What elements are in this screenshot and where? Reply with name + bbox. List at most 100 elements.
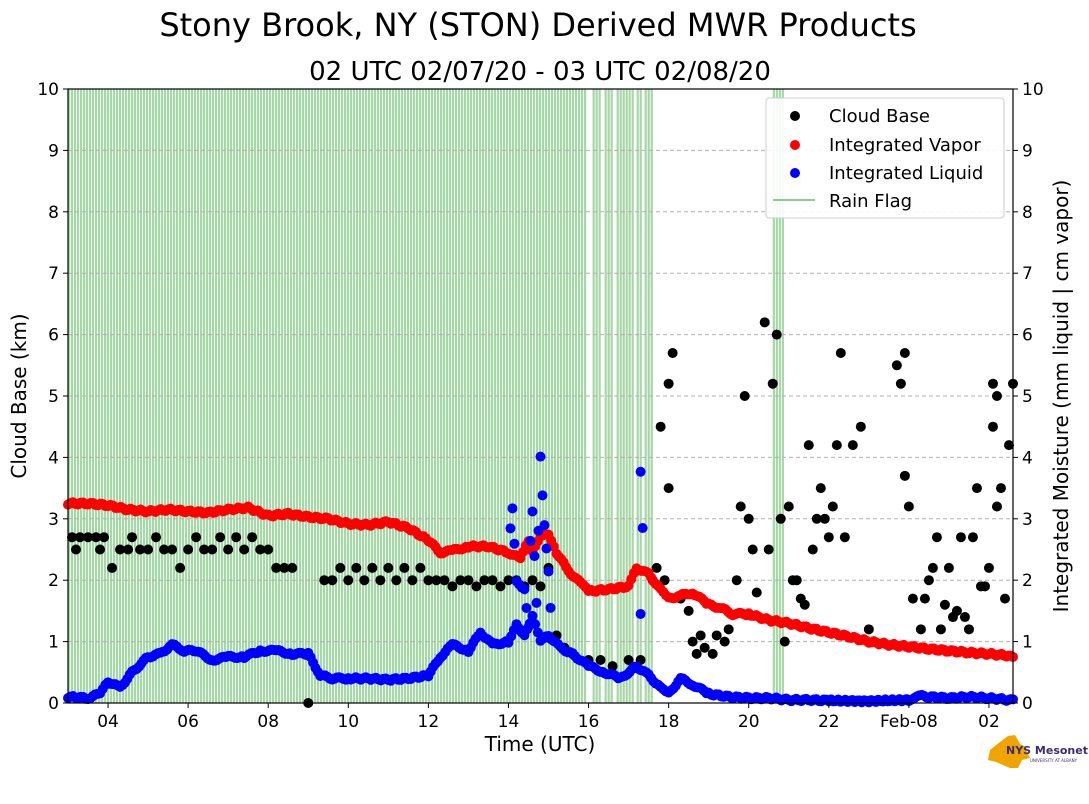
rain-flag-stripe [639,89,642,703]
x-tick-label: Feb-08 [880,712,938,732]
rain-flag-stripe [533,89,536,703]
logo: NYS Mesonet UNIVERSITY AT ALBANY [988,735,1088,768]
cloud-base-point [739,391,750,401]
cloud-base-point [463,575,474,586]
rain-flag-stripe [359,89,362,703]
liquid-point [521,602,532,613]
x-tick-label: 02 [978,712,1000,732]
cloud-base-point [943,562,954,573]
cloud-base-point [823,532,834,543]
cloud-base-point [75,532,86,543]
y-tick-label: 2 [48,571,59,591]
cloud-base-point [383,562,394,573]
cloud-base-point [663,378,674,389]
cloud-base-point [863,624,874,635]
cloud-base-point [595,655,606,666]
rain-flag-stripe [290,89,293,703]
legend-marker-liquid [790,168,800,178]
cloud-base-point [991,501,1002,512]
cloud-base-point [691,648,702,659]
rain-flag-stripe [191,89,194,703]
cloud-base-point [927,562,938,573]
cloud-base-point [995,483,1006,494]
rain-flag-stripe [443,89,446,703]
cloud-base-point [263,544,274,555]
cloud-base-point [607,661,618,672]
cloud-base-point [215,532,226,543]
cloud-base-point [183,544,194,555]
cloud-base-point [979,581,990,592]
cloud-base-point [827,501,838,512]
rain-flag-stripe [380,89,383,703]
cloud-base-point [831,440,842,451]
cloud-base-point [967,532,978,543]
cloud-base-point [335,562,346,573]
rain-flag-stripe [598,89,601,703]
cloud-base-point [919,593,930,604]
rain-flag-stripe [422,89,425,703]
x-tick-label: 10 [337,712,359,732]
chart-title: Stony Brook, NY (STON) Derived MWR Produ… [159,6,916,44]
cloud-base-point [767,378,778,389]
x-tick-label: 06 [177,712,199,732]
cloud-base-point [655,421,666,432]
cloud-base-point [751,587,762,598]
y-tick-label-right: 10 [1022,80,1044,100]
cloud-base-point [231,532,242,543]
rain-flag-stripe [647,89,650,703]
y-axis-label-left: Cloud Base (km) [7,313,31,478]
liquid-point [543,566,554,577]
rain-flag-stripe [569,89,572,703]
rain-flag-stripe [248,89,251,703]
cloud-base-point [431,575,442,586]
cloud-base-point [287,562,298,573]
cloud-base-point [743,513,754,524]
x-tick-label: 18 [658,712,680,732]
cloud-base-point [931,532,942,543]
cloud-base-point [135,544,146,555]
cloud-base-point [351,562,362,573]
rain-flag-stripe [485,89,488,703]
liquid-point [535,451,546,462]
rain-flag-stripe [610,89,613,703]
rain-flag-stripe [500,89,503,703]
rain-flag-stripe [164,89,167,703]
y-tick-label-right: 5 [1022,387,1033,407]
rain-flag-stripe [428,89,431,703]
rain-flag-stripe [254,89,257,703]
cloud-base-point [159,544,170,555]
rain-flag-stripe [92,89,95,703]
rain-flag-stripe [470,89,473,703]
rain-flag-stripe [458,89,461,703]
y-tick-label: 8 [48,203,59,223]
rain-flag-stripe [395,89,398,703]
cloud-base-point [799,599,810,610]
cloud-base-point [783,501,794,512]
rain-flag-stripe [134,89,137,703]
cloud-base-point [839,532,850,543]
cloud-base-point [375,575,386,586]
cloud-base-point [271,562,282,573]
rain-flag-stripe [233,89,236,703]
rain-flag-stripe [365,89,368,703]
cloud-base-point [107,562,118,573]
rain-flag-stripe [554,89,557,703]
liquid-point [539,520,550,531]
cloud-base-point [239,544,250,555]
cloud-base-point [663,483,674,494]
legend-label-cloud: Cloud Base [829,106,930,127]
x-tick-label: 14 [498,712,520,732]
y-tick-label-right: 8 [1022,203,1033,223]
rain-flag-stripe [143,89,146,703]
cloud-base-point [423,575,434,586]
cloud-base-point [719,636,730,647]
rain-flag-stripe [275,89,278,703]
cloud-base-point [687,636,698,647]
y-tick-label-right: 7 [1022,264,1033,284]
cloud-base-point [987,378,998,389]
rain-flag-stripe [563,89,566,703]
legend: Cloud Base Integrated Vapor Integrated L… [765,97,1005,219]
rain-flag-stripe [575,89,578,703]
cloud-base-point [775,513,786,524]
